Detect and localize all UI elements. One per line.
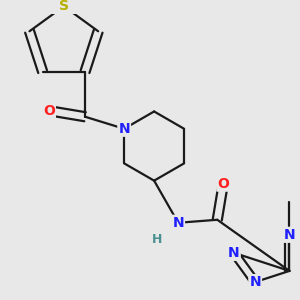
Text: N: N (172, 216, 184, 230)
Text: N: N (249, 275, 261, 289)
Text: O: O (218, 177, 229, 191)
Text: N: N (228, 246, 240, 260)
Text: S: S (59, 0, 69, 13)
Text: O: O (43, 104, 55, 118)
Text: N: N (284, 228, 295, 242)
Text: H: H (152, 233, 162, 246)
Text: N: N (118, 122, 130, 136)
